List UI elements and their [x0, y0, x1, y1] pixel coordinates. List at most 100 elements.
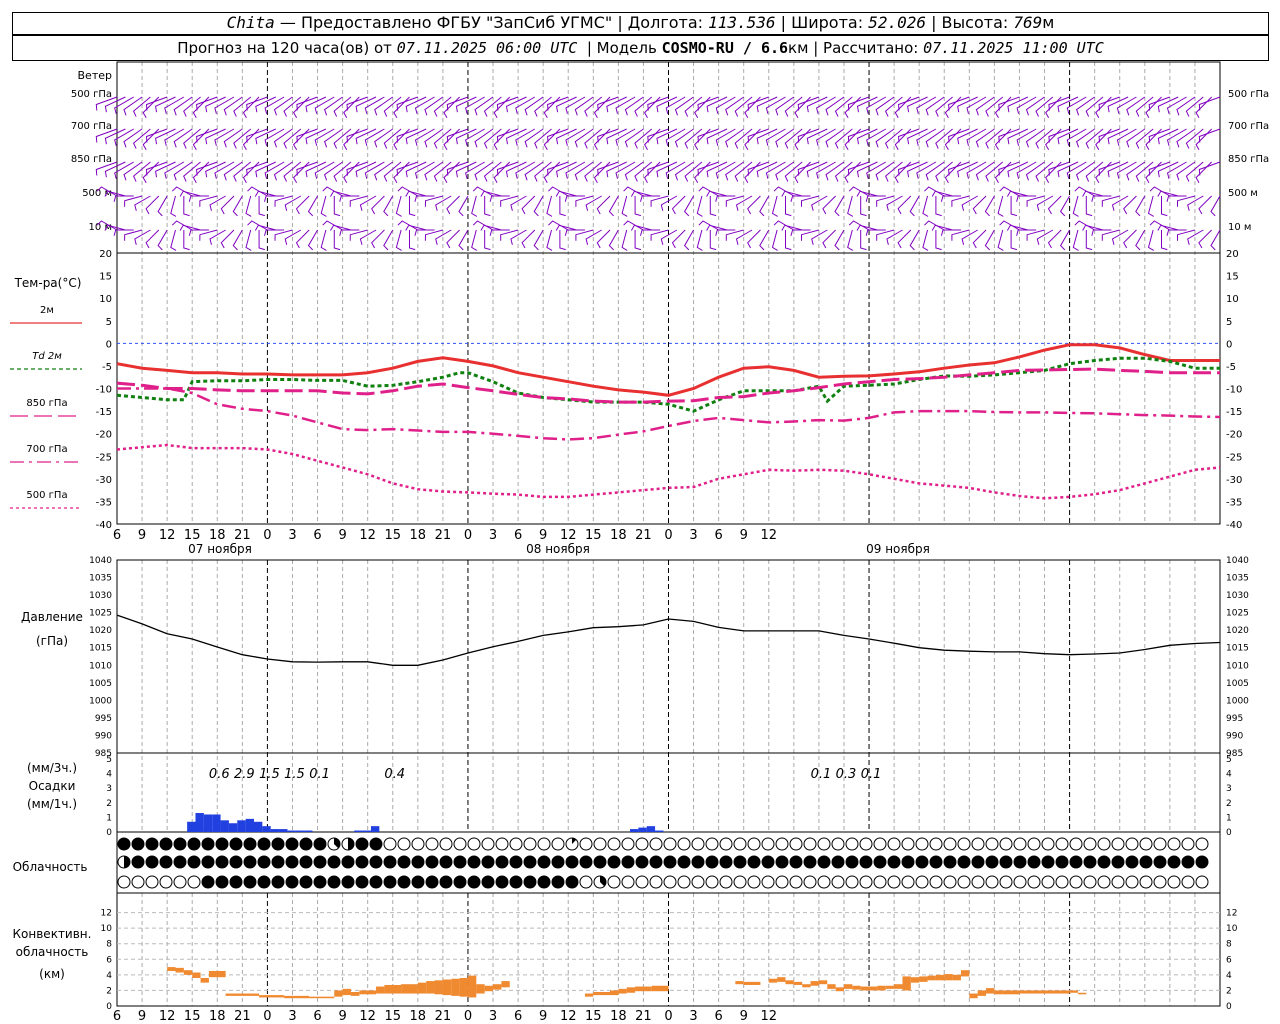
- cloud-circle: [635, 875, 649, 889]
- precip-bar: [262, 826, 271, 832]
- cloud-circle: [1111, 855, 1125, 869]
- wind-barb: [1085, 196, 1093, 217]
- temp-tick-left: -15: [96, 407, 112, 418]
- pressure-tick-left: 985: [95, 749, 112, 759]
- wind-barb: [556, 96, 577, 113]
- temp-tick-left: -10: [96, 385, 112, 396]
- wind-barb: [324, 161, 343, 181]
- wind-barb: [665, 161, 686, 179]
- wind-barb: [584, 161, 602, 182]
- wind-barb: [848, 186, 870, 197]
- conv-bar: [935, 974, 945, 981]
- wind-barb: [273, 128, 293, 148]
- cloud-circle: [649, 875, 663, 889]
- wind-barb: [559, 229, 566, 251]
- wind-barb: [593, 96, 611, 119]
- conv-bar: [451, 978, 460, 996]
- wind-barb: [671, 195, 686, 215]
- wind-barb: [474, 161, 494, 181]
- wind-barb: [608, 229, 619, 251]
- conv-title: Конвективн.: [13, 927, 92, 941]
- wind-barb: [747, 195, 761, 215]
- wind-barb: [744, 96, 761, 119]
- wind-barb: [790, 195, 811, 202]
- conv-tick-right: 6: [1226, 955, 1232, 965]
- cloud-circle: [789, 875, 803, 889]
- precip-bar: [630, 829, 639, 832]
- wind-barb: [1076, 128, 1095, 148]
- cloud-circle: [985, 855, 999, 869]
- wind-barb: [255, 161, 276, 178]
- wind-barb: [521, 195, 536, 215]
- cloud-circle: [845, 875, 859, 889]
- wind-barb: [424, 195, 444, 207]
- cloud-circle: [411, 875, 425, 889]
- wind-barb: [246, 128, 268, 143]
- time-tick-label: 0: [464, 528, 472, 543]
- wind-barb: [95, 161, 118, 176]
- cloud-circle: [257, 837, 271, 851]
- wind-barb: [848, 220, 870, 231]
- cloud-circle: [243, 875, 257, 889]
- cloud-circle: [677, 875, 691, 889]
- precip-3h-label: 0.6: [209, 767, 230, 782]
- cloud-circle: [439, 855, 453, 869]
- conv-bar: [651, 985, 669, 992]
- wind-barb: [405, 161, 427, 178]
- chart-header-forecast: Прогноз на 120 часа(ов) от 07.11.2025 06…: [12, 35, 1269, 61]
- wind-barb: [844, 161, 862, 184]
- cloud-circle: [1181, 855, 1195, 869]
- wind-barb: [209, 229, 226, 245]
- wind-barb: [480, 224, 502, 231]
- wind-barb: [233, 96, 252, 117]
- wind-barb: [414, 96, 435, 114]
- wind-barb: [484, 229, 491, 251]
- temp-series-line: [117, 387, 1221, 441]
- cloud-fill: [124, 856, 130, 868]
- cloud-circle: [1027, 855, 1041, 869]
- wind-barb: [593, 128, 611, 151]
- wind-barb: [623, 220, 644, 231]
- cloud-circle: [887, 837, 901, 851]
- wind-barb: [192, 161, 210, 184]
- cloud-circle: [369, 837, 383, 851]
- wind-barb: [232, 195, 243, 217]
- wind-barb: [183, 128, 201, 149]
- conv-bar: [284, 995, 310, 999]
- wind-barb: [483, 161, 502, 182]
- lon-label: Долгота:: [627, 13, 704, 32]
- conv-bar: [635, 986, 652, 992]
- cloud-circle: [1097, 875, 1111, 889]
- precip-unit-bottom: (мм/1ч.): [27, 797, 77, 811]
- wind-barb: [264, 229, 285, 236]
- cloud-circle: [1167, 875, 1181, 889]
- time-tick-label: 9: [138, 528, 146, 543]
- wind-barb: [1157, 161, 1179, 178]
- wind-barb: [665, 128, 686, 146]
- wind-barb: [997, 195, 1004, 217]
- wind-barb: [944, 161, 962, 184]
- wind-barb: [322, 220, 343, 231]
- precip-bar: [237, 820, 246, 832]
- cloud-circle: [817, 855, 831, 869]
- wind-barb: [725, 229, 744, 241]
- wind-barb: [245, 229, 252, 251]
- wind-barb: [223, 96, 243, 116]
- wind-barb: [564, 195, 585, 202]
- wind-barb: [1016, 195, 1037, 202]
- conv-bar: [584, 993, 594, 997]
- temp-legend-label: 500 гПа: [26, 490, 67, 501]
- wind-barb: [521, 229, 536, 249]
- wind-barb: [145, 96, 168, 111]
- wind-barb: [330, 224, 352, 231]
- wind-barb: [1166, 96, 1187, 114]
- day-label: 07 ноября: [188, 542, 252, 556]
- time-tick-label-bottom: 18: [610, 1009, 627, 1024]
- cloud-circle: [999, 837, 1013, 851]
- time-tick-label-bottom: 0: [664, 1009, 672, 1024]
- wind-barb: [396, 128, 418, 143]
- conv-bar: [208, 970, 226, 978]
- wind-barb: [484, 195, 491, 217]
- time-tick-label: 21: [435, 528, 452, 543]
- wind-barb: [656, 96, 678, 113]
